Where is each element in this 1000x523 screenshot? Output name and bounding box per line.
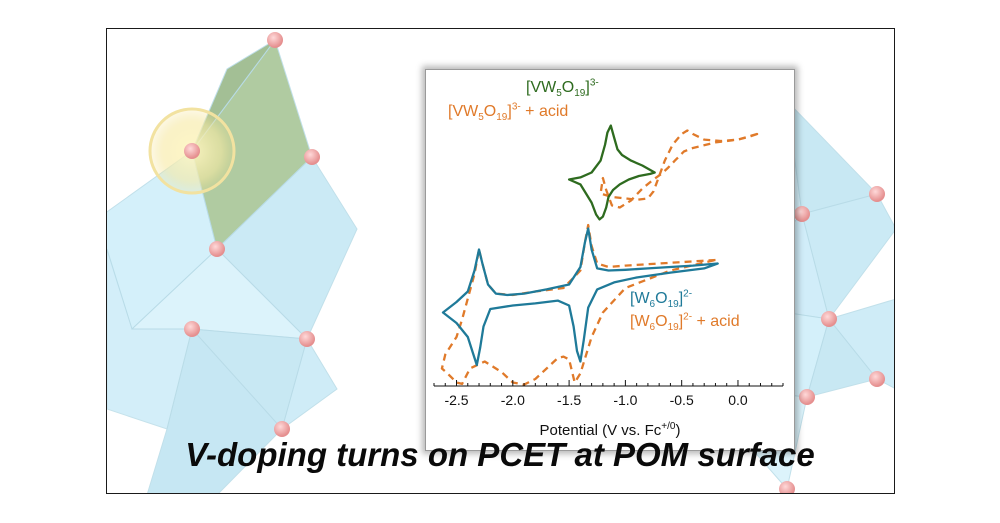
voltammogram-panel: -2.5 -2.0 -1.5 -1.0 -0.5 0.0 [VW5O19]3- [VW5O…: [425, 69, 795, 451]
curve-w6_acid: [440, 223, 717, 386]
left-oxygen-atoms: [184, 32, 320, 437]
x-tick-label: 0.0: [728, 392, 748, 408]
x-tick-label: -2.5: [444, 392, 468, 408]
curve-vw: [567, 124, 656, 221]
legend-w6-acid-label: [W6O19]2- + acid: [630, 311, 740, 334]
curve-layer: [440, 124, 759, 386]
legend-w6-label: [W6O19]2-: [630, 288, 693, 311]
x-axis-title: Potential (V vs. Fc+/0): [539, 421, 681, 440]
x-tick-label: -2.0: [501, 392, 525, 408]
x-axis: -2.5 -2.0 -1.5 -1.0 -0.5 0.0: [433, 380, 784, 408]
x-tick-label: -0.5: [670, 392, 694, 408]
curve-vw_acid: [599, 129, 759, 209]
curve-w6: [441, 227, 719, 367]
x-tick-label: -1.0: [613, 392, 637, 408]
figure-frame: -2.5 -2.0 -1.5 -1.0 -0.5 0.0 [VW5O19]3- [VW5O…: [106, 28, 895, 494]
legend-vw-label: [VW5O19]3-: [526, 77, 599, 100]
legend-vw-acid-label: [VW5O19]3- + acid: [448, 101, 569, 124]
figure-caption: V-doping turns on PCET at POM surface: [185, 436, 815, 473]
x-tick-label: -1.5: [557, 392, 581, 408]
cyclic-voltammogram-plot: -2.5 -2.0 -1.5 -1.0 -0.5 0.0: [433, 124, 784, 408]
left-polyoxometalate-cluster: [107, 38, 358, 493]
